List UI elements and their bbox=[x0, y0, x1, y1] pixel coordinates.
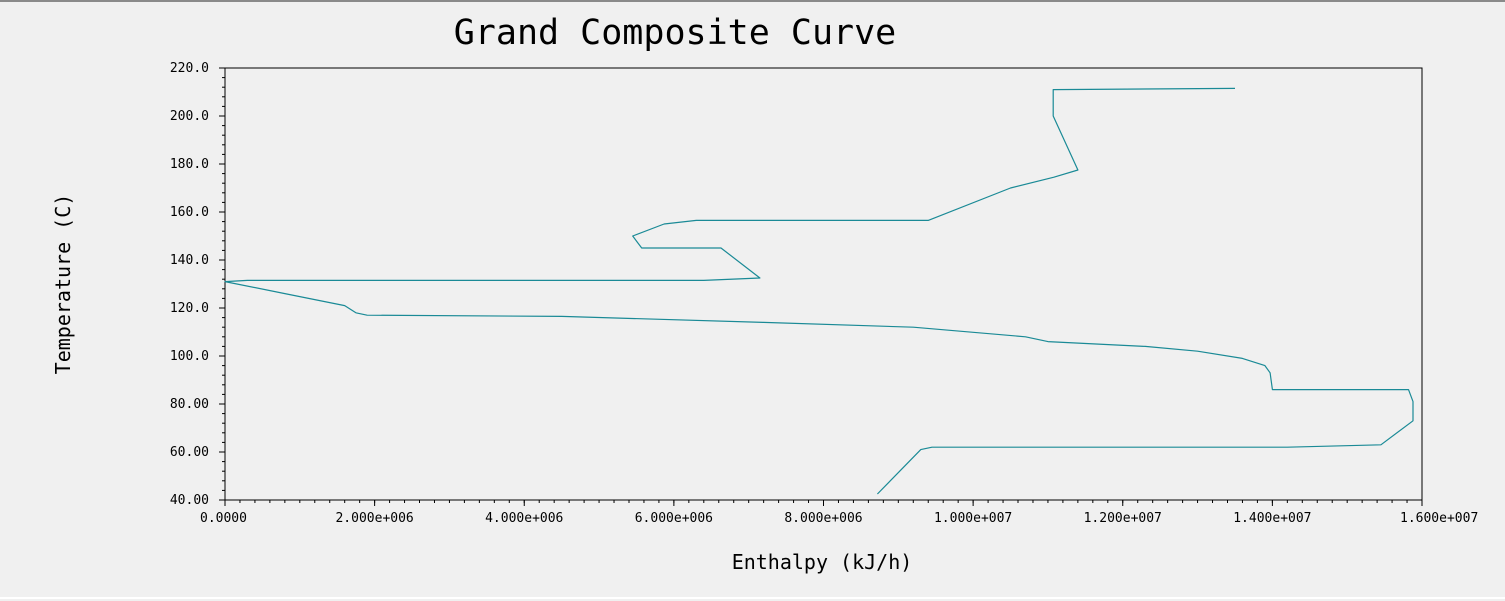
tick-labels: 40.00 60.00 80.00 100.0 120.0 140.0 160.0 180.0… bbox=[170, 61, 1478, 526]
x-tick-label: 4.000e+006 bbox=[485, 511, 563, 526]
x-tick-label: 8.000e+006 bbox=[784, 511, 862, 526]
x-tick-label: 2.000e+006 bbox=[335, 511, 413, 526]
y-tick-label: 180.0 bbox=[170, 157, 209, 172]
y-tick-label: 60.00 bbox=[170, 445, 209, 460]
x-tick-label: 6.000e+006 bbox=[635, 511, 713, 526]
x-tick-label: 0.0000 bbox=[200, 511, 247, 526]
plot-area-frame bbox=[224, 67, 1423, 501]
y-tick-label: 160.0 bbox=[170, 205, 209, 220]
series-layer bbox=[224, 87, 1414, 495]
x-tick-label: 1.200e+007 bbox=[1084, 511, 1162, 526]
y-tick-label: 120.0 bbox=[170, 301, 209, 316]
y-tick-label: 40.00 bbox=[170, 493, 209, 508]
y-tick-label: 220.0 bbox=[170, 61, 209, 76]
x-axis-label: Enthalpy (kJ/h) bbox=[732, 550, 913, 574]
series-line bbox=[224, 87, 1414, 495]
y-tick-label: 100.0 bbox=[170, 349, 209, 364]
axis-ticks bbox=[219, 67, 1423, 506]
chart-title: Grand Composite Curve bbox=[454, 13, 897, 53]
x-tick-label: 1.600e+007 bbox=[1400, 511, 1478, 526]
y-tick-label: 200.0 bbox=[170, 109, 209, 124]
x-tick-label: 1.000e+007 bbox=[934, 511, 1012, 526]
y-axis-label: Temperature (C) bbox=[51, 194, 75, 375]
x-tick-label: 1.400e+007 bbox=[1233, 511, 1311, 526]
y-tick-label: 140.0 bbox=[170, 253, 209, 268]
y-tick-label: 80.00 bbox=[170, 397, 209, 412]
